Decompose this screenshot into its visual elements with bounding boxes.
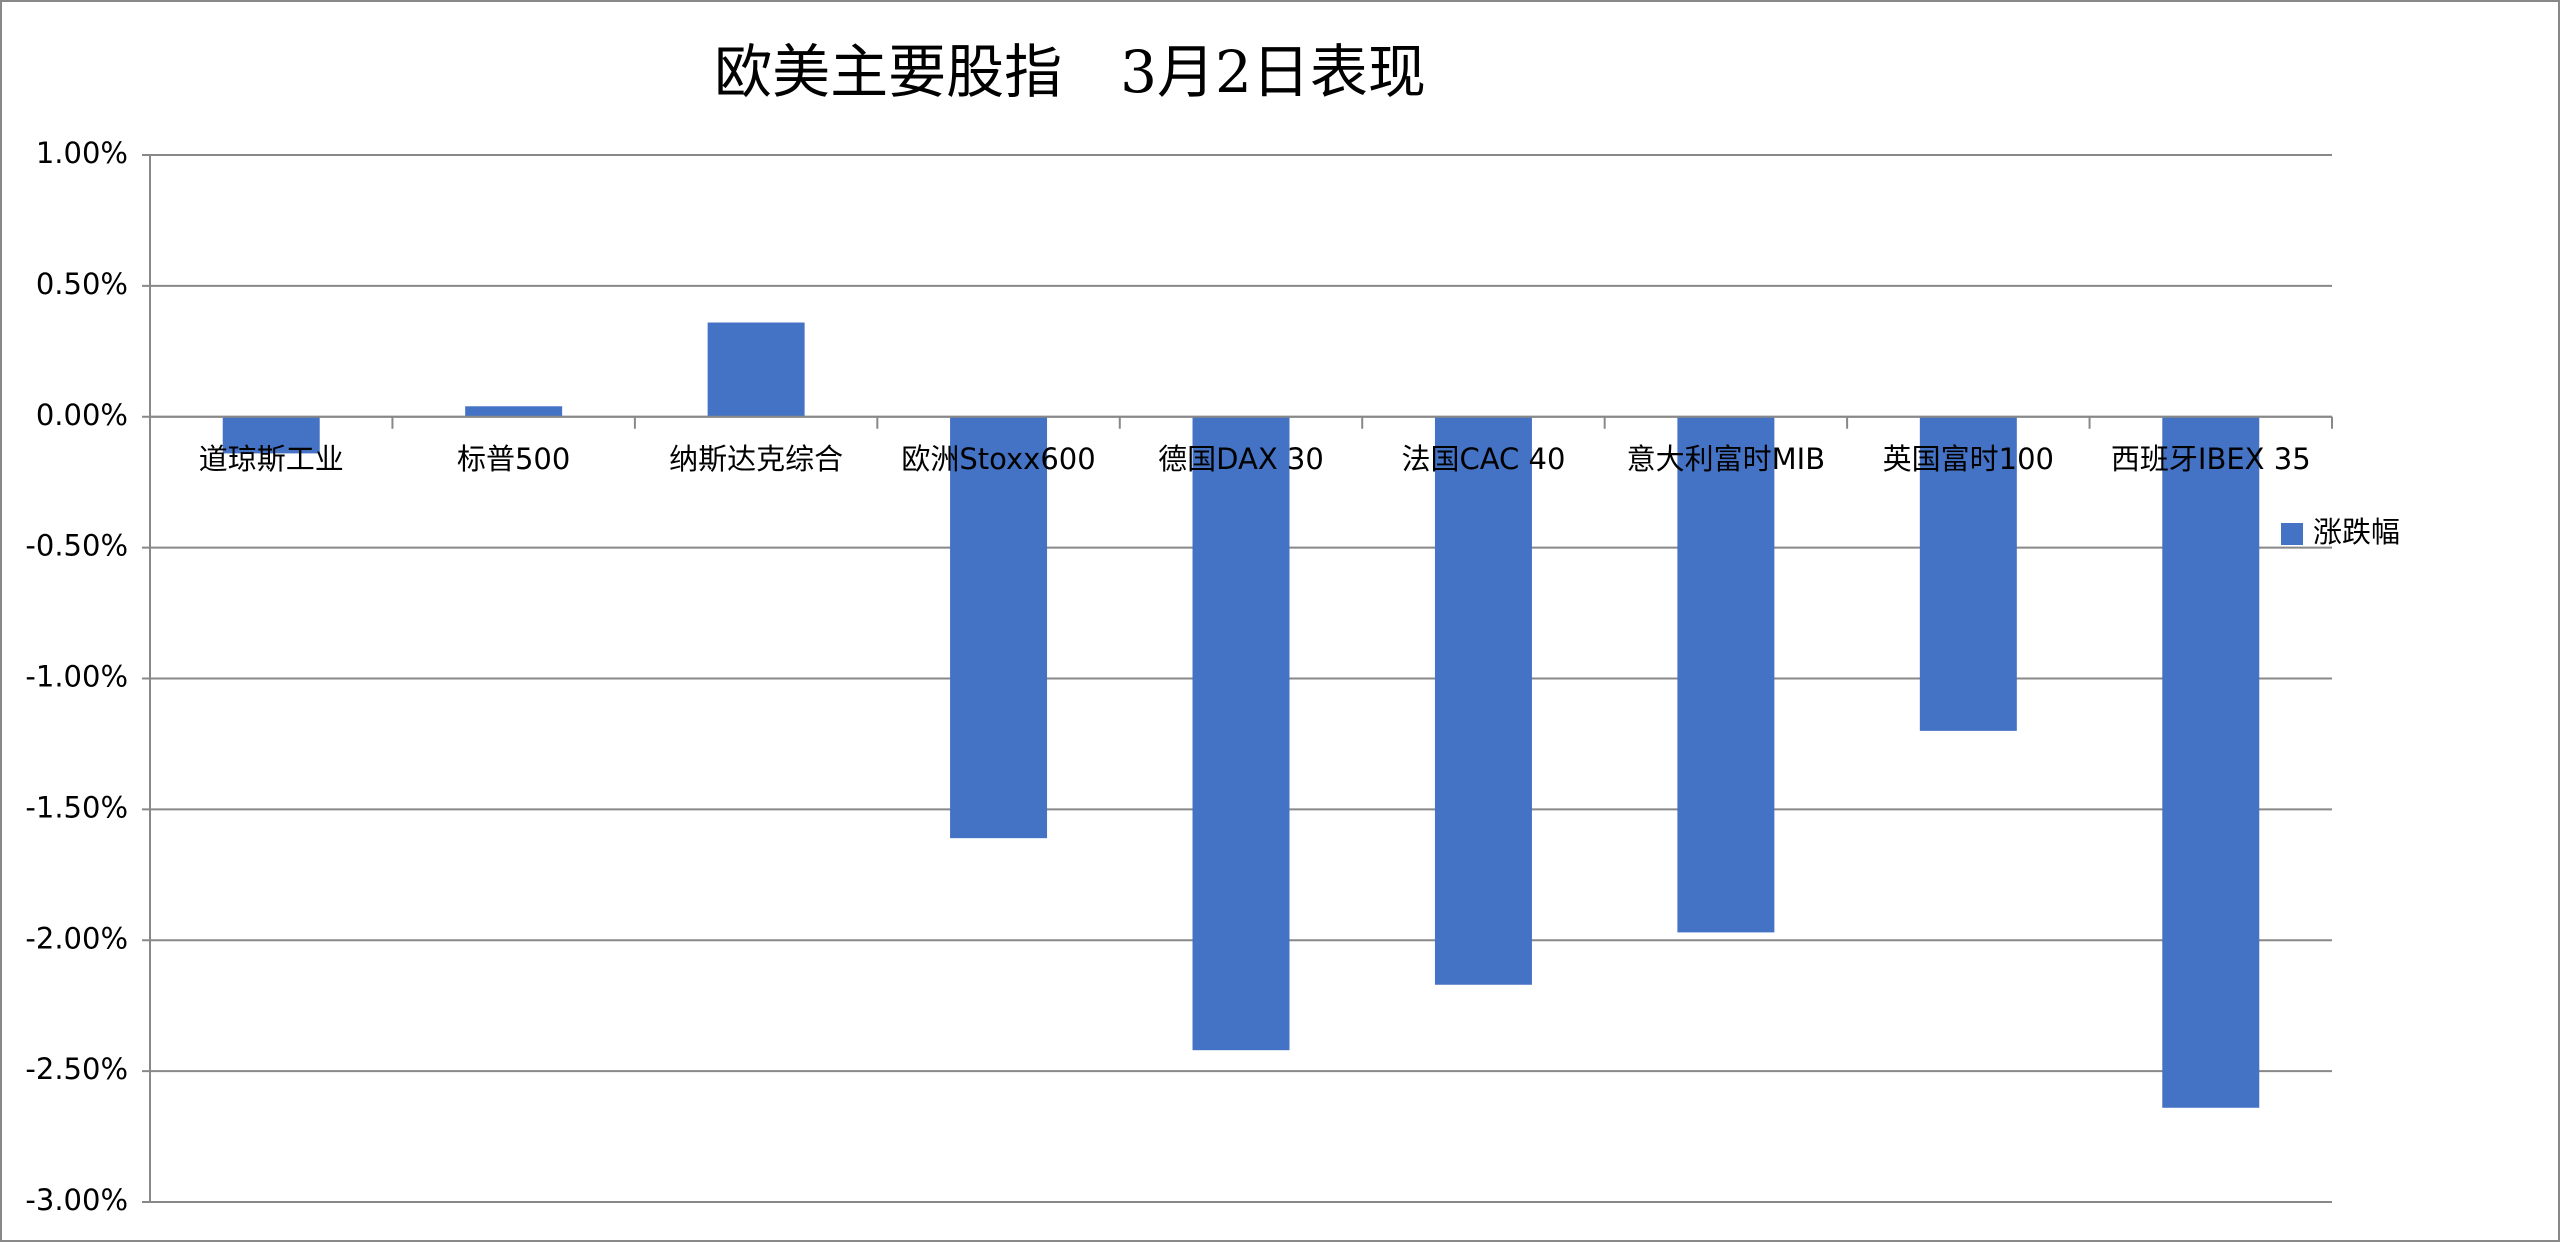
bar <box>1192 416 1290 1051</box>
x-tick-label: 德国DAX 30 <box>1158 442 1324 476</box>
bar <box>222 416 320 454</box>
bar <box>2162 416 2260 1108</box>
x-tick-label: 道琼斯工业 <box>199 442 344 476</box>
y-tick-label: -3.00% <box>25 1183 128 1217</box>
y-tick-label: 0.00% <box>36 398 128 432</box>
y-tick-label: -1.50% <box>25 790 128 824</box>
chart-title: 欧美主要股指 3月2日表现 <box>714 38 1426 106</box>
bar <box>1919 416 2017 731</box>
x-tick-label: 欧洲Stoxx600 <box>901 442 1095 476</box>
x-tick-label: 英国富时100 <box>1883 442 2054 476</box>
x-tick-label: 标普500 <box>457 442 570 476</box>
legend-label: 涨跌幅 <box>2313 515 2400 549</box>
bar <box>950 416 1048 839</box>
y-tick-label: -0.50% <box>25 529 128 563</box>
y-tick-label: -1.00% <box>25 660 128 694</box>
bar <box>1677 416 1775 933</box>
x-tick-label: 意大利富时MIB <box>1627 442 1825 476</box>
bar <box>1434 416 1532 985</box>
x-tick-label: 纳斯达克综合 <box>669 442 843 476</box>
bar <box>465 406 563 417</box>
bar <box>707 322 805 417</box>
legend-swatch <box>2281 523 2303 545</box>
y-tick-label: 0.50% <box>36 267 128 301</box>
y-tick-label: -2.00% <box>25 921 128 955</box>
x-tick-label: 西班牙IBEX 35 <box>2111 442 2311 476</box>
y-tick-label: 1.00% <box>36 136 128 170</box>
y-tick-label: -2.50% <box>25 1052 128 1086</box>
x-tick-label: 法国CAC 40 <box>1401 442 1565 476</box>
